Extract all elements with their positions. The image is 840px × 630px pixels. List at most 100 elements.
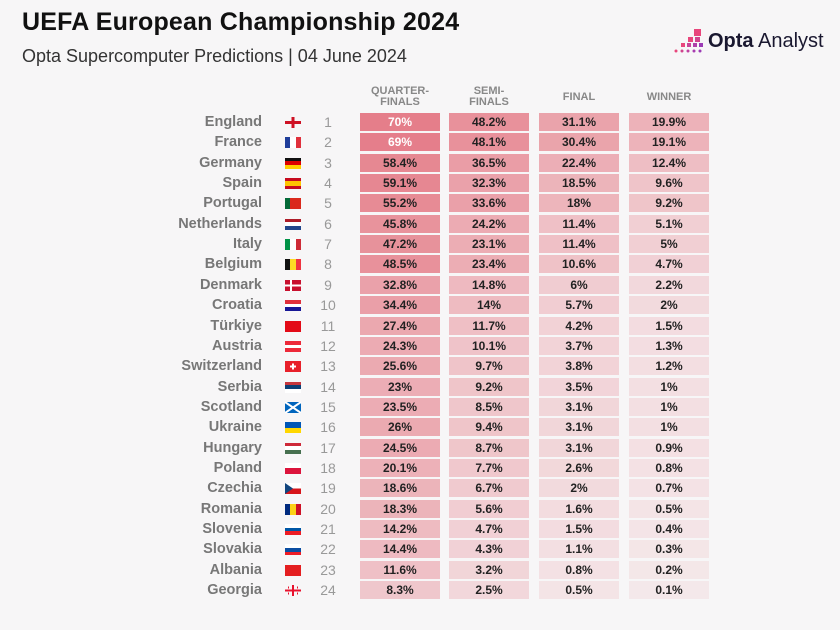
probability-cell: 0.2%	[629, 560, 709, 579]
flag-icon	[285, 401, 301, 413]
probability-cell: 23.4%	[449, 255, 529, 274]
team-rank: 11	[320, 317, 336, 334]
probability-cell: 1.2%	[629, 357, 709, 376]
table-row: England 1 70% 48.2% 31.1% 19.9%	[0, 113, 840, 132]
table-row: Scotland 15 23.5% 8.5% 3.1% 1%	[0, 397, 840, 417]
probability-cell: 18.3%	[360, 499, 440, 518]
probability-cell: 10.6%	[539, 255, 619, 274]
probability-cell: 2%	[539, 479, 619, 498]
probability-cell: 0.4%	[629, 520, 709, 538]
team-rank: 16	[320, 419, 336, 436]
probability-cell: 2.5%	[449, 581, 529, 600]
probability-cell: 3.2%	[449, 560, 529, 579]
team-rank: 18	[320, 459, 336, 476]
flag-icon	[285, 442, 301, 454]
probability-cell: 8.3%	[360, 581, 440, 600]
probability-cell: 9.7%	[449, 357, 529, 376]
column-header-line: FINALS	[380, 96, 420, 108]
flag-icon	[285, 178, 301, 190]
team-rank: 12	[320, 337, 336, 354]
probability-cell: 18%	[539, 194, 619, 213]
flag-icon	[285, 157, 301, 169]
table-row: Serbia 14 23% 9.2% 3.5% 1%	[0, 377, 840, 397]
probability-cell: 18.6%	[360, 479, 440, 498]
column-header: SEMI- FINALS	[449, 86, 529, 108]
team-rank: 15	[320, 398, 336, 415]
table-row: Poland 18 20.1% 7.7% 2.6% 0.8%	[0, 458, 840, 478]
flag-icon	[285, 300, 301, 312]
flag-icon	[285, 239, 301, 251]
logo-rest: Analyst	[753, 29, 824, 52]
column-header-line: SEMI-	[473, 85, 505, 97]
column-header-line: WINNER	[646, 91, 692, 103]
probability-cell: 0.8%	[539, 560, 619, 579]
team-rank: 4	[324, 175, 332, 192]
probability-cell: 14%	[449, 296, 529, 315]
probability-cell: 4.7%	[629, 255, 709, 274]
probability-cell: 25.6%	[360, 357, 440, 376]
table-row: Austria 12 24.3% 10.1% 3.7% 1.3%	[0, 336, 840, 356]
flag-icon	[285, 259, 301, 271]
probability-cell: 0.5%	[539, 581, 619, 600]
probability-cell: 32.8%	[360, 275, 440, 294]
probability-cell: 2.6%	[539, 458, 619, 477]
probability-cell: 3.1%	[539, 397, 619, 416]
probability-cell: 1.5%	[629, 316, 709, 335]
table-row: Belgium 8 48.5% 23.4% 10.6% 4.7%	[0, 255, 840, 274]
probability-cell: 24.5%	[360, 438, 440, 457]
probability-cell: 48.2%	[449, 113, 529, 131]
probability-cell: 0.8%	[629, 458, 709, 477]
team-rank: 9	[324, 276, 332, 293]
table-row: Portugal 5 55.2% 33.6% 18% 9.2%	[0, 194, 840, 213]
probability-cell: 4.2%	[539, 316, 619, 335]
probability-cell: 12.4%	[629, 153, 709, 172]
probability-cell: 8.5%	[449, 397, 529, 416]
probability-cell: 30.4%	[539, 133, 619, 152]
probability-cell: 1%	[629, 418, 709, 437]
probability-cell: 5.6%	[449, 499, 529, 518]
probability-cell: 48.5%	[360, 255, 440, 274]
table-row: Romania 20 18.3% 5.6% 1.6% 0.5%	[0, 499, 840, 519]
team-rank: 1	[324, 114, 332, 130]
probability-cell: 70%	[360, 113, 440, 131]
probability-cell: 1%	[629, 397, 709, 416]
table-row: Denmark 9 32.8% 14.8% 6% 2.2%	[0, 275, 840, 295]
probability-cell: 26%	[360, 418, 440, 437]
flag-icon	[285, 137, 301, 149]
flag-icon	[285, 198, 301, 210]
probability-cell: 9.2%	[449, 377, 529, 396]
probability-cell: 9.2%	[629, 194, 709, 213]
flag-icon	[285, 585, 301, 597]
probability-cell: 3.5%	[539, 377, 619, 396]
team-name: England	[204, 114, 262, 130]
column-header: WINNER	[629, 92, 709, 103]
page-title: UEFA European Championship 2024	[22, 8, 460, 36]
probability-cell: 33.6%	[449, 194, 529, 213]
team-rank: 13	[320, 358, 336, 375]
probability-cell: 19.1%	[629, 133, 709, 152]
probability-cell: 23.5%	[360, 397, 440, 416]
table-row: Netherlands 6 45.8% 24.2% 11.4% 5.1%	[0, 214, 840, 234]
probability-cell: 6.7%	[449, 479, 529, 498]
flag-icon	[285, 361, 301, 373]
probability-cell: 45.8%	[360, 214, 440, 233]
opta-logo-icon	[674, 29, 703, 53]
probability-cell: 58.4%	[360, 153, 440, 172]
flag-icon	[285, 483, 301, 495]
flag-icon	[285, 117, 301, 128]
flag-icon	[285, 544, 301, 556]
probability-cell: 11.4%	[539, 235, 619, 254]
table-row: Spain 4 59.1% 32.3% 18.5% 9.6%	[0, 174, 840, 193]
probability-cell: 5.7%	[539, 296, 619, 315]
probability-cell: 1.1%	[539, 540, 619, 559]
team-name: Switzerland	[181, 358, 262, 375]
probability-cell: 0.3%	[629, 540, 709, 559]
probability-cell: 23.1%	[449, 235, 529, 254]
team-name: Ukraine	[208, 419, 262, 436]
team-name: Spain	[222, 175, 262, 192]
probability-cell: 8.7%	[449, 438, 529, 457]
table-row: France 2 69% 48.1% 30.4% 19.1%	[0, 133, 840, 152]
column-header: QUARTER- FINALS	[360, 86, 440, 108]
team-rank: 7	[324, 236, 332, 253]
team-rank: 23	[320, 561, 336, 578]
